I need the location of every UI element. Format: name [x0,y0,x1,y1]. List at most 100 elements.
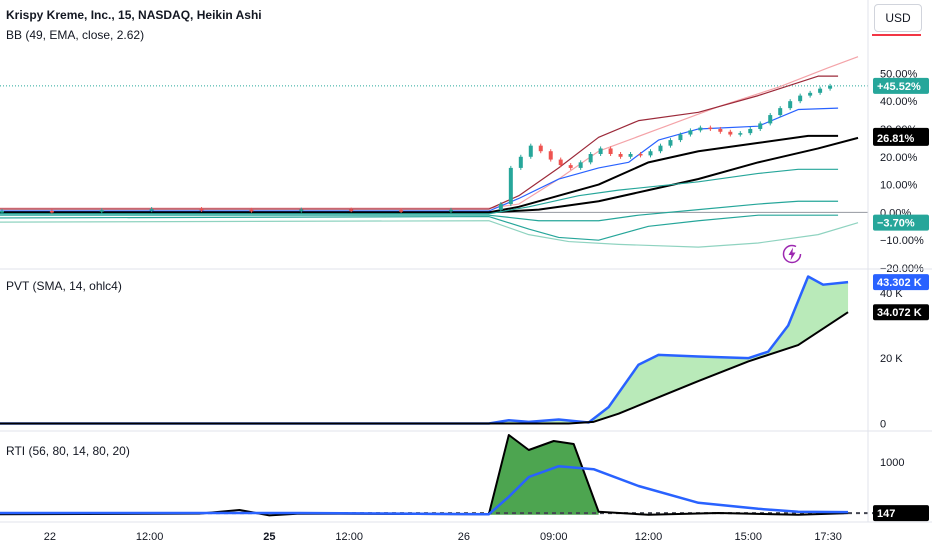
bb-legend[interactable]: BB (49, EMA, close, 2.62) [6,28,144,43]
series-line-bb-lower-inner [0,214,839,241]
time-axis: 22 12:00 25 12:00 26 09:00 12:00 15:00 17:30 [44,531,842,543]
price-tag [873,129,929,146]
price-tag [873,77,929,94]
time-tick-label: 12:00 [335,531,363,543]
candle [49,211,54,213]
pane-separators[interactable] [0,0,932,523]
candle [399,210,404,212]
candle [498,204,503,210]
series-line-bb-upper-inner [0,75,839,210]
time-tick-label: 12:00 [635,531,663,543]
series-line-pvt [0,275,849,425]
candle [618,154,623,157]
candle [448,209,453,212]
price-tag-label: 34.072 K [877,307,922,319]
series-line-bb-mid-green [0,168,839,215]
candle [798,95,803,102]
price-tag-label: 26.81% [877,133,915,145]
candle [648,151,653,156]
y-tick-label: 40.00% [880,96,918,108]
candle [299,209,304,212]
candle [0,211,4,213]
rti-legend[interactable]: RTI (56, 80, 14, 80, 20) [6,444,130,459]
rti-fill-area [488,435,599,515]
candle [718,128,723,132]
candle [628,154,633,157]
series-line-basis-black-1 [0,134,839,214]
series-line-pvt-sma [0,311,849,425]
candle [808,92,813,96]
candle [678,134,683,141]
candle [149,209,154,211]
series-line-bb-lower-outer [0,220,859,248]
candle [728,131,733,135]
y-tick-label: −10.00% [880,235,924,247]
candle [578,162,583,168]
y-tick-label: 20 K [880,353,903,365]
y-tick-label: 1000 [880,457,904,469]
rti-pane[interactable]: 1000 147 [0,434,929,522]
candle [249,209,254,212]
time-tick-label: 25 [263,531,275,543]
candle [199,209,204,211]
pvt-legend[interactable]: PVT (SMA, 14, ohlc4) [6,279,122,294]
currency-button[interactable]: USD [874,4,922,32]
candle [558,159,563,166]
currency-label: USD [885,11,911,25]
pvt-pane[interactable]: 40 K 20 K 0 43.302 K 34.072 K [0,274,929,430]
time-tick-label: 15:00 [735,531,763,543]
candle [778,108,783,116]
series-line-ma-blue [0,107,839,212]
candle [99,210,104,212]
price-tag [873,505,929,522]
price-tag [873,274,929,291]
series-line-rti-signal [0,464,849,516]
y-tick-label: 0 [880,418,886,430]
candle [668,140,673,146]
y-tick-label: 10.00% [880,180,918,192]
y-tick-label: 50.00% [880,68,918,80]
candle [638,154,643,156]
price-tag-label: +45.52% [877,81,921,93]
candle [598,148,603,154]
candle [828,85,833,89]
main-price-pane[interactable]: 50.00%40.00%30.00%20.00%10.00%0.00%−10.0… [0,34,929,275]
series-line-basis-black-2 [0,136,859,214]
candle [518,156,523,168]
price-tag [873,214,929,231]
candle [658,145,663,152]
bb-indicator-label: BB (49, EMA, close, 2.62) [6,28,145,42]
price-tag-label: −3.70% [877,218,915,230]
y-tick-label: 20.00% [880,152,918,164]
price-tag-label: 43.302 K [877,277,922,289]
symbol-title: Krispy Kreme, Inc., 15, NASDAQ, Heikin A… [6,8,262,22]
candle [738,133,743,135]
time-tick-label: 22 [44,531,56,543]
rti-indicator-label: RTI (56, 80, 14, 80, 20) [6,444,130,458]
candle [788,101,793,109]
time-tick-label: 26 [458,531,470,543]
time-tick-label: 17:30 [814,531,842,543]
price-tag [873,304,929,321]
candle [688,130,693,135]
candle [708,127,713,130]
candle [538,145,543,152]
time-tick-label: 12:00 [136,531,164,543]
flash-icon[interactable] [782,244,802,264]
candle [349,209,354,212]
candle [818,88,823,93]
price-tag-label: 147 [877,508,895,520]
symbol-legend[interactable]: Krispy Kreme, Inc., 15, NASDAQ, Heikin A… [6,8,262,23]
candle [768,115,773,124]
series-line-bb-upper-outer [0,56,859,209]
series-line-bb-lower-green [0,200,839,222]
pvt-indicator-label: PVT (SMA, 14, ohlc4) [6,279,122,293]
y-tick-label: 40 K [880,288,903,300]
candle [608,148,613,154]
candle [588,154,593,163]
candle [758,123,763,129]
pvt-fill-area [0,276,849,424]
candle [748,128,753,134]
candle [548,151,553,160]
